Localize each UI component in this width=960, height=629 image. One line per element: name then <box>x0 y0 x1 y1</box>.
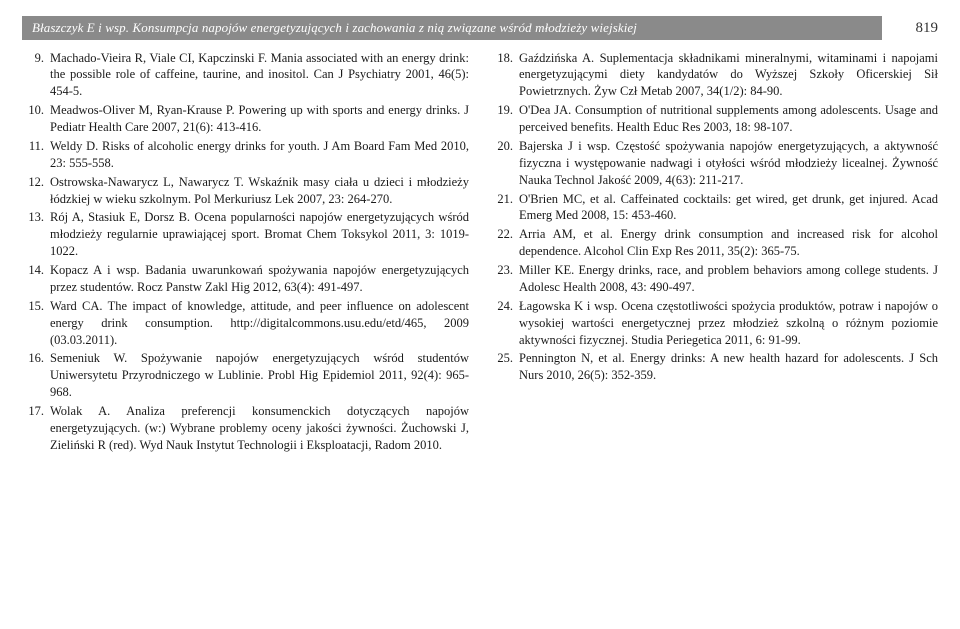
reference-item: 14.Kopacz A i wsp. Badania uwarunkowań s… <box>22 262 469 296</box>
reference-item: 18.Gaździńska A. Suplementacja składnika… <box>491 50 938 101</box>
reference-text: Gaździńska A. Suplementacja składnikami … <box>519 50 938 101</box>
reference-number: 11. <box>22 138 50 172</box>
running-title: Błaszczyk E i wsp. Konsumpcja napojów en… <box>22 16 882 40</box>
reference-number: 12. <box>22 174 50 208</box>
reference-text: Machado-Vieira R, Viale CI, Kapczinski F… <box>50 50 469 101</box>
reference-number: 17. <box>22 403 50 454</box>
reference-item: 25.Pennington N, et al. Energy drinks: A… <box>491 350 938 384</box>
reference-number: 21. <box>491 191 519 225</box>
reference-number: 9. <box>22 50 50 101</box>
reference-item: 20.Bajerska J i wsp. Częstość spożywania… <box>491 138 938 189</box>
reference-column-right: 18.Gaździńska A. Suplementacja składnika… <box>491 50 938 456</box>
reference-item: 12.Ostrowska-Nawarycz L, Nawarycz T. Wsk… <box>22 174 469 208</box>
reference-text: Bajerska J i wsp. Częstość spożywania na… <box>519 138 938 189</box>
reference-text: O'Dea JA. Consumption of nutritional sup… <box>519 102 938 136</box>
reference-number: 15. <box>22 298 50 349</box>
reference-item: 16.Semeniuk W. Spożywanie napojów energe… <box>22 350 469 401</box>
reference-item: 11.Weldy D. Risks of alcoholic energy dr… <box>22 138 469 172</box>
reference-number: 19. <box>491 102 519 136</box>
reference-text: Semeniuk W. Spożywanie napojów energetyz… <box>50 350 469 401</box>
reference-text: Arria AM, et al. Energy drink consumptio… <box>519 226 938 260</box>
reference-number: 23. <box>491 262 519 296</box>
reference-number: 24. <box>491 298 519 349</box>
reference-text: Kopacz A i wsp. Badania uwarunkowań spoż… <box>50 262 469 296</box>
reference-number: 10. <box>22 102 50 136</box>
reference-number: 18. <box>491 50 519 101</box>
reference-item: 10.Meadwos-Oliver M, Ryan-Krause P. Powe… <box>22 102 469 136</box>
reference-number: 22. <box>491 226 519 260</box>
reference-number: 25. <box>491 350 519 384</box>
reference-columns: 9.Machado-Vieira R, Viale CI, Kapczinski… <box>22 50 938 456</box>
reference-text: O'Brien MC, et al. Caffeinated cocktails… <box>519 191 938 225</box>
reference-text: Miller KE. Energy drinks, race, and prob… <box>519 262 938 296</box>
reference-number: 14. <box>22 262 50 296</box>
reference-text: Ward CA. The impact of knowledge, attitu… <box>50 298 469 349</box>
reference-text: Wolak A. Analiza preferencji konsumencki… <box>50 403 469 454</box>
reference-number: 16. <box>22 350 50 401</box>
reference-item: 22.Arria AM, et al. Energy drink consump… <box>491 226 938 260</box>
reference-column-left: 9.Machado-Vieira R, Viale CI, Kapczinski… <box>22 50 469 456</box>
running-header: Błaszczyk E i wsp. Konsumpcja napojów en… <box>22 16 938 40</box>
reference-text: Rój A, Stasiuk E, Dorsz B. Ocena popular… <box>50 209 469 260</box>
reference-text: Ostrowska-Nawarycz L, Nawarycz T. Wskaźn… <box>50 174 469 208</box>
reference-item: 15.Ward CA. The impact of knowledge, att… <box>22 298 469 349</box>
reference-item: 13.Rój A, Stasiuk E, Dorsz B. Ocena popu… <box>22 209 469 260</box>
reference-item: 19.O'Dea JA. Consumption of nutritional … <box>491 102 938 136</box>
reference-text: Pennington N, et al. Energy drinks: A ne… <box>519 350 938 384</box>
reference-item: 9.Machado-Vieira R, Viale CI, Kapczinski… <box>22 50 469 101</box>
reference-number: 13. <box>22 209 50 260</box>
reference-item: 21.O'Brien MC, et al. Caffeinated cockta… <box>491 191 938 225</box>
reference-item: 17.Wolak A. Analiza preferencji konsumen… <box>22 403 469 454</box>
page-number: 819 <box>882 18 938 38</box>
reference-item: 24.Łagowska K i wsp. Ocena częstotliwośc… <box>491 298 938 349</box>
reference-number: 20. <box>491 138 519 189</box>
reference-text: Meadwos-Oliver M, Ryan-Krause P. Powerin… <box>50 102 469 136</box>
reference-item: 23.Miller KE. Energy drinks, race, and p… <box>491 262 938 296</box>
reference-text: Weldy D. Risks of alcoholic energy drink… <box>50 138 469 172</box>
reference-text: Łagowska K i wsp. Ocena częstotliwości s… <box>519 298 938 349</box>
